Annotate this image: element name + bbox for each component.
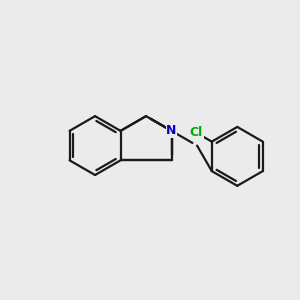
Text: N: N (167, 124, 177, 137)
Text: Cl: Cl (190, 126, 203, 139)
